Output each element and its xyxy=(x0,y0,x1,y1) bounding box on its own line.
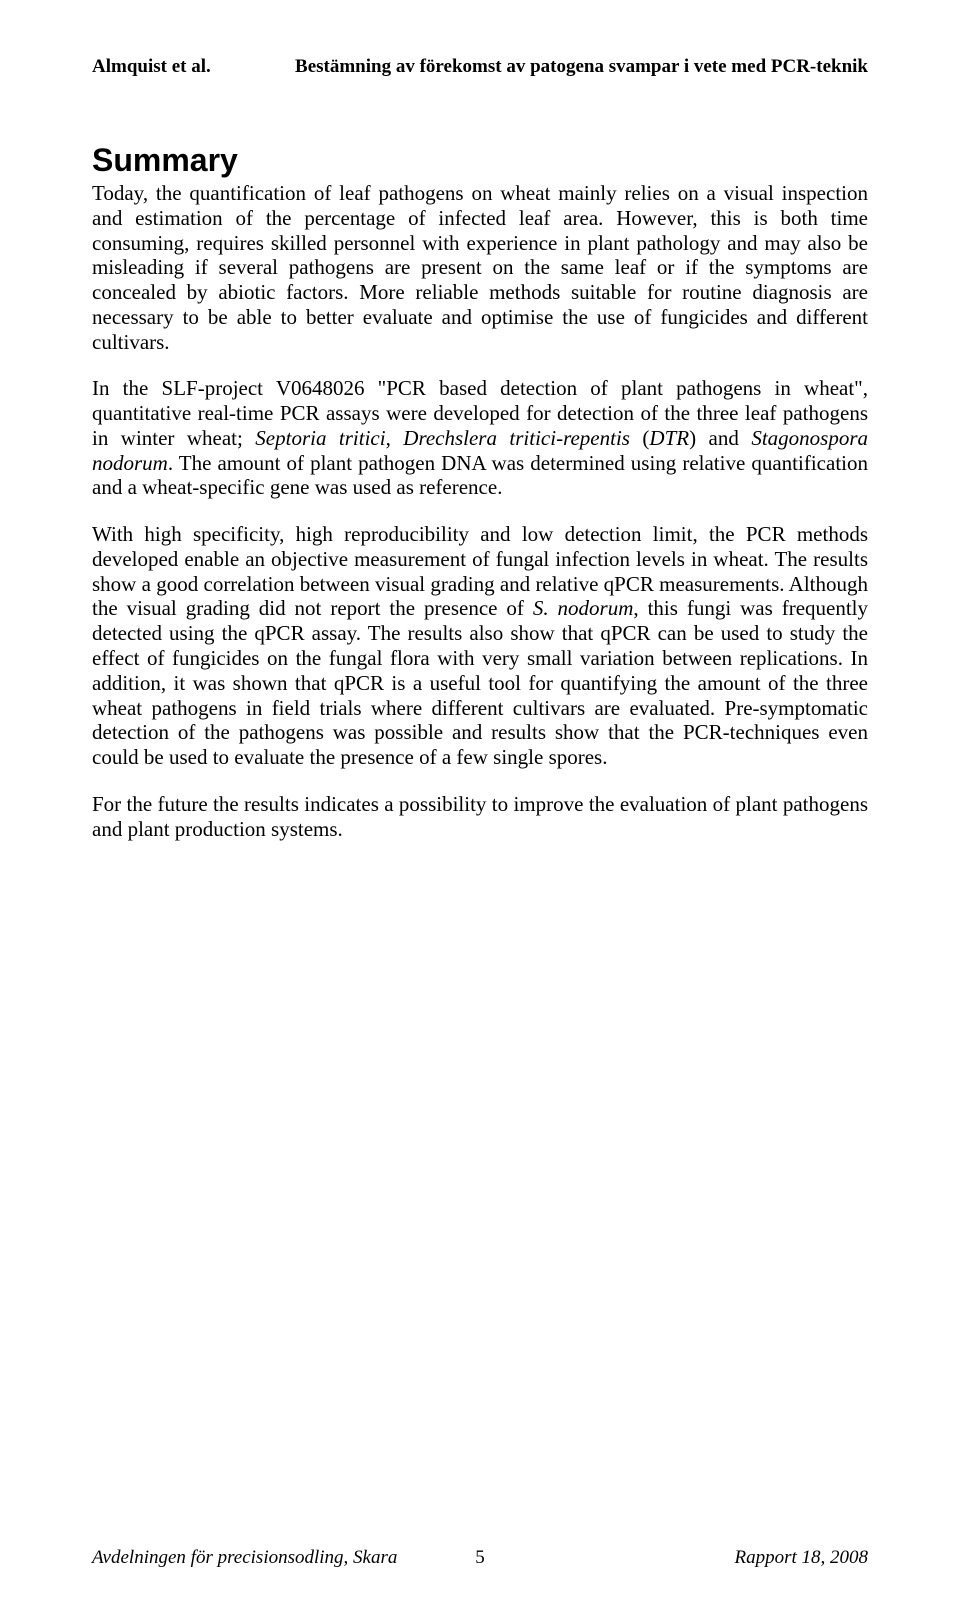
paragraph-2: In the SLF-project V0648026 "PCR based d… xyxy=(92,376,868,500)
footer-left: Avdelningen för precisionsodling, Skara xyxy=(92,1547,397,1569)
p2-text-d: ) and xyxy=(689,426,751,450)
footer-right: Rapport 18, 2008 xyxy=(734,1547,868,1569)
p2-text-c: ( xyxy=(630,426,649,450)
running-header: Almquist et al. Bestämning av förekomst … xyxy=(92,56,868,78)
paragraph-1: Today, the quantification of leaf pathog… xyxy=(92,181,868,354)
header-title: Bestämning av förekomst av patogena svam… xyxy=(295,56,868,78)
section-title: Summary xyxy=(92,142,868,179)
p2-italic-3: DTR xyxy=(649,426,689,450)
p2-italic-2: Drechslera tritici-repentis xyxy=(403,426,630,450)
p3-italic-1: S. nodorum xyxy=(533,596,634,620)
page: Almquist et al. Bestämning av förekomst … xyxy=(0,0,960,1617)
p2-text-e: . The amount of plant pathogen DNA was d… xyxy=(92,451,868,500)
header-author: Almquist et al. xyxy=(92,56,211,78)
paragraph-4: For the future the results indicates a p… xyxy=(92,792,868,842)
p2-italic-1: Septoria tritici xyxy=(255,426,385,450)
footer-page-number: 5 xyxy=(475,1547,485,1569)
p3-text-b: , this fungi was frequently detected usi… xyxy=(92,596,868,769)
page-footer: Avdelningen för precisionsodling, Skara … xyxy=(92,1547,868,1569)
paragraph-3: With high specificity, high reproducibil… xyxy=(92,522,868,770)
p2-text-b: , xyxy=(386,426,404,450)
